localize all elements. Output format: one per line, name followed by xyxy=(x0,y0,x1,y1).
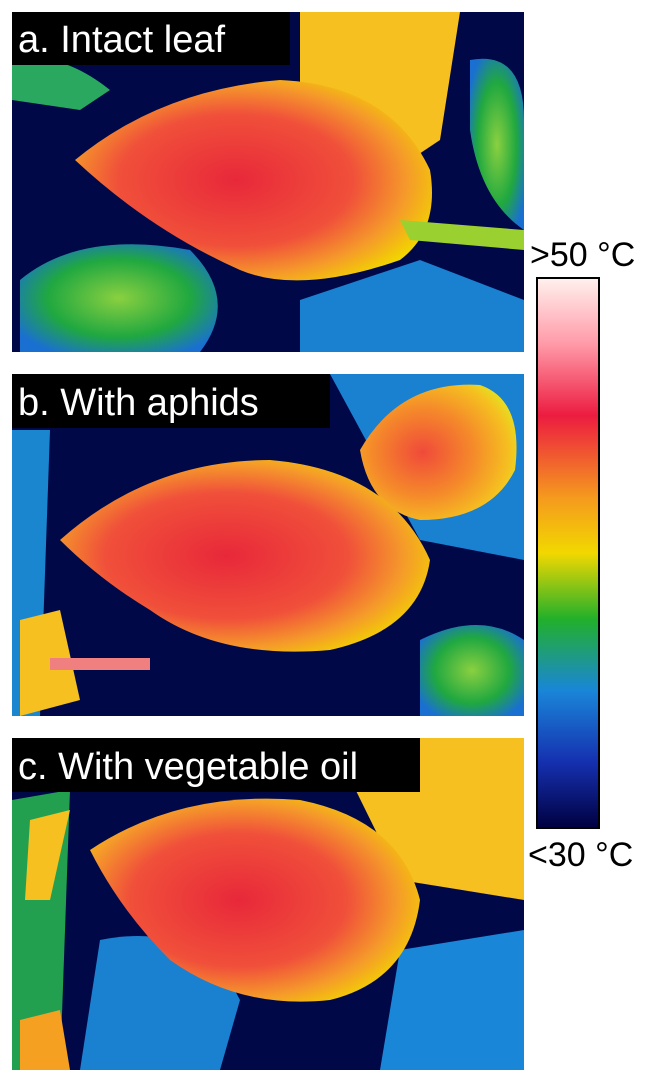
thermal-image-c xyxy=(12,738,524,1070)
thermal-image-a xyxy=(12,12,524,352)
panel-label: a. Intact leaf xyxy=(18,19,225,61)
label-box xyxy=(12,12,290,65)
label-box xyxy=(12,738,420,792)
label-box xyxy=(12,374,330,428)
panel-label: c. With vegetable oil xyxy=(18,746,358,788)
colorbar-min-label: <30 °C xyxy=(528,836,633,874)
colorbar xyxy=(536,277,600,829)
colorbar-max-label: >50 °C xyxy=(530,236,635,274)
thermal-image-b xyxy=(12,374,524,716)
panel-label: b. With aphids xyxy=(18,382,259,424)
